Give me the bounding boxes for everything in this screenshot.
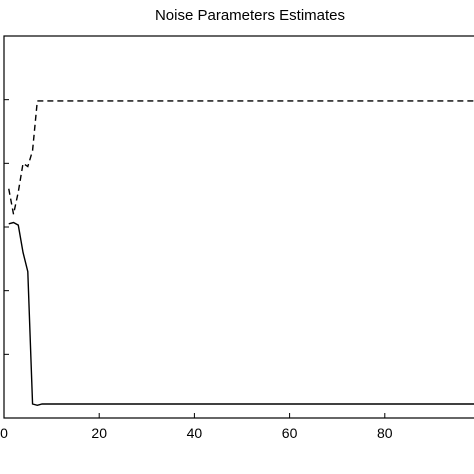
x-ticks: 0 20 40 60 80: [0, 413, 393, 441]
x-tick-label: 80: [377, 425, 393, 441]
dashed-series-line: [8, 100, 474, 215]
x-tick-label: 60: [282, 425, 298, 441]
x-tick-label: 20: [91, 425, 107, 441]
x-tick-label: 40: [187, 425, 203, 441]
chart-title: Noise Parameters Estimates: [155, 7, 345, 24]
plot-frame: [3, 35, 474, 419]
y-ticks: [4, 99, 9, 419]
series-layer: [8, 100, 474, 406]
solid-series-line: [8, 221, 474, 406]
x-tick-label: 0: [0, 425, 8, 441]
